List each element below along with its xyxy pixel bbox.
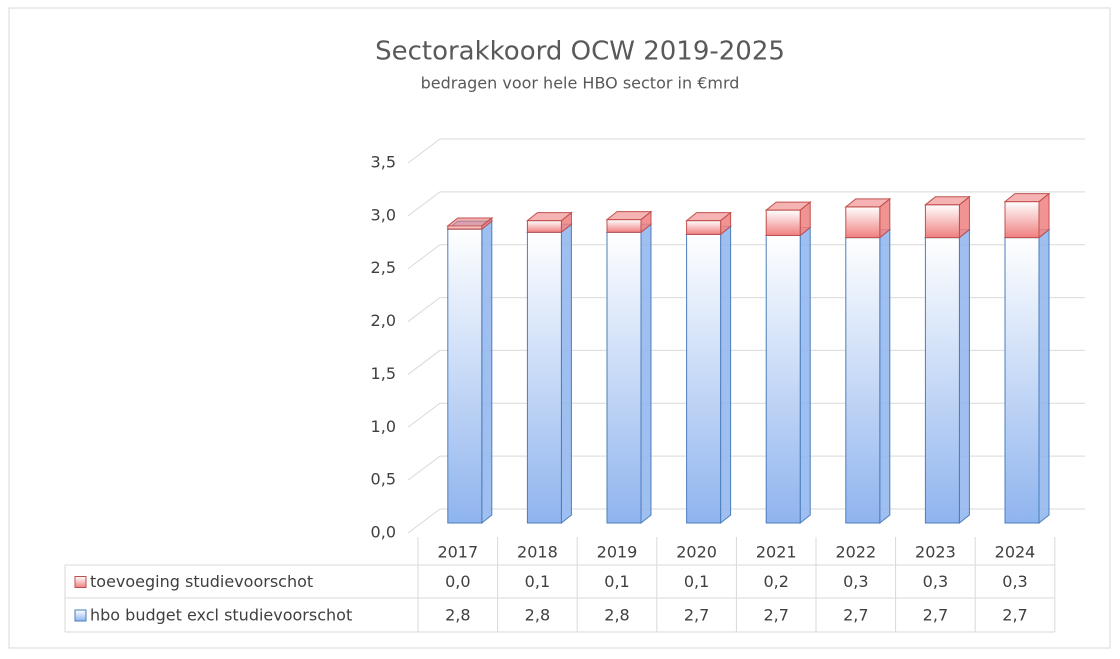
x-tick-label: 2020: [676, 543, 717, 562]
bar: [924, 204, 960, 239]
bar-top: [685, 212, 733, 222]
legend-label: hbo budget excl studievoorschot: [90, 606, 352, 625]
table-value: 0,1: [525, 572, 550, 591]
bar: [924, 237, 960, 524]
table-value: 0,0: [445, 572, 470, 591]
table-value: 2,7: [923, 606, 948, 625]
table-value: 0,3: [1002, 572, 1027, 591]
legend-label: toevoeging studievoorschot: [90, 572, 313, 591]
y-tick-label: 0,0: [371, 523, 396, 542]
table-value: 2,7: [684, 606, 709, 625]
bar: [1004, 201, 1040, 239]
table-value: 2,8: [525, 606, 550, 625]
legend-swatch: [74, 609, 87, 622]
bar: [526, 220, 562, 233]
bar: [686, 220, 722, 235]
grid-line: [407, 138, 1085, 164]
chart-subtitle: bedragen voor hele HBO sector in €mrd: [421, 74, 740, 93]
bar: [1004, 237, 1040, 524]
bar: [526, 231, 562, 524]
y-tick-label: 1,0: [371, 417, 396, 436]
table-value: 0,2: [763, 572, 788, 591]
bar: [845, 237, 881, 524]
legend-swatch: [74, 576, 87, 588]
bar-side: [640, 223, 652, 525]
table-value: 2,8: [445, 606, 470, 625]
bar-side: [1038, 228, 1050, 525]
y-tick-label: 2,5: [371, 258, 396, 277]
x-tick-label: 2017: [437, 543, 478, 562]
bar: [686, 233, 722, 524]
y-tick-label: 2,0: [371, 311, 396, 330]
bar-top: [446, 217, 494, 227]
bar-top: [764, 201, 812, 211]
x-tick-label: 2021: [756, 543, 797, 562]
x-tick-label: 2018: [517, 543, 558, 562]
x-tick-label: 2019: [597, 543, 638, 562]
table-value: 0,1: [604, 572, 629, 591]
bar-top: [605, 211, 653, 221]
bar: [606, 231, 642, 524]
x-tick-label: 2022: [835, 543, 876, 562]
bar-top: [525, 212, 573, 222]
bar-side: [799, 226, 811, 525]
bar-side: [879, 228, 891, 525]
y-tick-label: 3,5: [371, 153, 396, 172]
bar-side: [560, 223, 572, 525]
bar-side: [481, 220, 493, 525]
grid-line: [407, 191, 1085, 217]
bar: [765, 234, 801, 524]
table-value: 0,3: [843, 572, 868, 591]
x-tick-label: 2023: [915, 543, 956, 562]
y-tick-label: 1,5: [371, 364, 396, 383]
table-value: 2,8: [604, 606, 629, 625]
bar: [447, 228, 483, 524]
chart-title: Sectorakkoord OCW 2019-2025: [375, 37, 785, 67]
bar-top: [844, 198, 892, 208]
bar: [845, 206, 881, 239]
bar-top: [1003, 193, 1051, 203]
bar-side: [720, 225, 732, 525]
bar-top: [923, 196, 971, 206]
table-value: 2,7: [1002, 606, 1027, 625]
bar: [606, 219, 642, 233]
y-tick-label: 3,0: [371, 205, 396, 224]
table-value: 2,7: [763, 606, 788, 625]
table-value: 0,1: [684, 572, 709, 591]
table-value: 0,3: [923, 572, 948, 591]
bar-side: [958, 228, 970, 525]
bar: [765, 209, 801, 236]
x-tick-label: 2024: [995, 543, 1036, 562]
table-value: 2,7: [843, 606, 868, 625]
y-tick-label: 0,5: [371, 470, 396, 489]
